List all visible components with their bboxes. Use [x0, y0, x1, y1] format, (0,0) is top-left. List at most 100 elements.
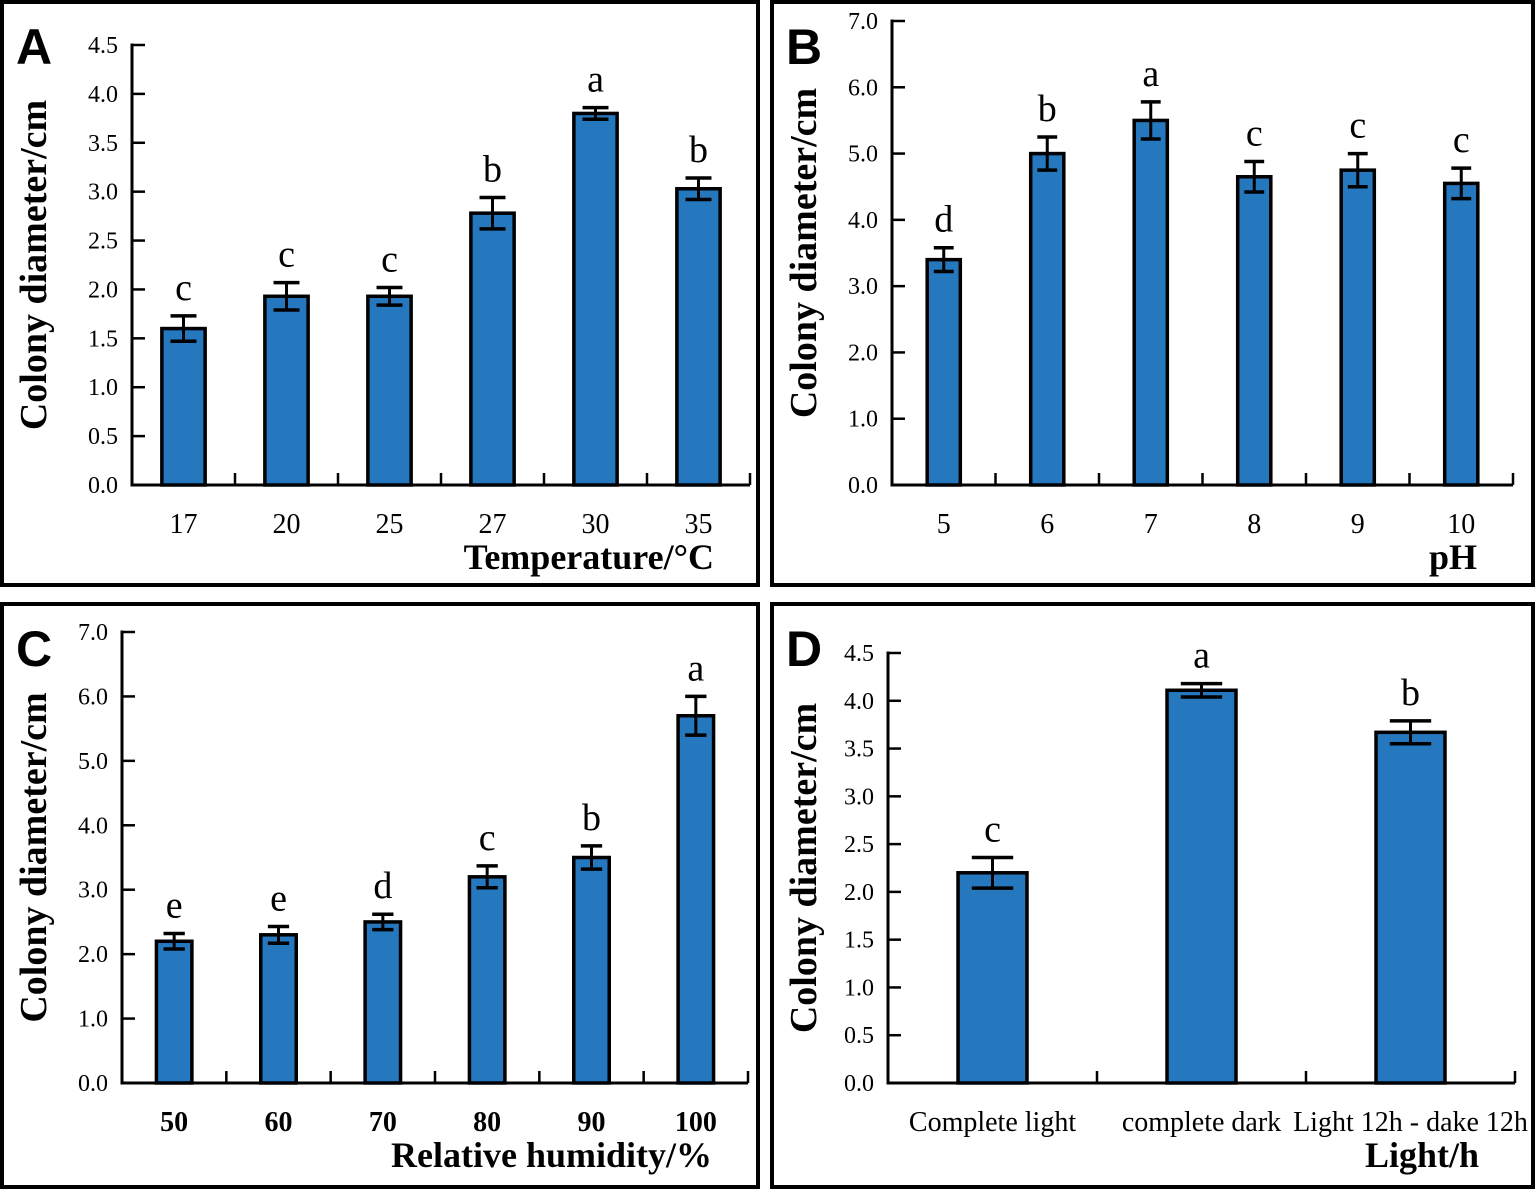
x-axis-title: Relative humidity/% — [391, 1135, 712, 1175]
x-category-label: complete dark — [1122, 1107, 1281, 1138]
bar-D-2 — [1374, 730, 1447, 1085]
y-tick-label: 4.0 — [844, 689, 874, 715]
y-axis-title: Colony diameter/cm — [783, 703, 825, 1033]
bar-B-3 — [1235, 175, 1273, 487]
x-category-label: 60 — [265, 1107, 293, 1138]
x-category-label: 6 — [1040, 509, 1054, 540]
sig-letter: c — [1349, 105, 1366, 147]
x-category-label: 5 — [937, 509, 951, 540]
y-tick-label: 1.0 — [848, 407, 878, 433]
sig-letter: b — [689, 129, 708, 171]
panel-d-light: c a b 0.0 0.5 1.0 1.5 2.0 2.5 3.0 3.5 4.0 4.5 Complet… — [770, 602, 1535, 1189]
x-category-label: 9 — [1351, 509, 1365, 540]
panel-d-chart: c a b 0.0 0.5 1.0 1.5 2.0 2.5 3.0 3.5 4.0 4.5 Complet… — [783, 621, 1528, 1175]
y-tick-label: 7.0 — [848, 9, 878, 35]
x-category-label: 80 — [473, 1107, 501, 1138]
y-tick-label: 2.5 — [88, 229, 118, 255]
y-tick-label: 2.0 — [844, 880, 874, 906]
x-axis-title: Light/h — [1365, 1135, 1479, 1175]
x-category-label: 30 — [582, 509, 610, 540]
sig-letter: a — [687, 647, 704, 689]
y-tick-label: 4.0 — [78, 813, 108, 839]
y-axis-title: Colony diameter/cm — [13, 692, 55, 1022]
sig-letter: a — [1142, 53, 1159, 95]
sig-letter: b — [582, 797, 601, 839]
y-tick-label: 3.5 — [88, 131, 118, 157]
bar-B-0 — [925, 257, 963, 487]
x-category-label: 100 — [675, 1107, 717, 1138]
y-tick-label: 3.0 — [848, 274, 878, 300]
sig-letter: c — [479, 817, 496, 859]
sig-letter: c — [984, 808, 1001, 850]
panel-c-chart: e e d c b a 0.0 1.0 2.0 3.0 4.0 5.0 6.0 7.0 50 60 70 80 90… — [13, 620, 750, 1175]
x-category-label: 90 — [578, 1107, 606, 1138]
sig-letter: c — [278, 234, 295, 276]
x-category-label: 10 — [1447, 509, 1475, 540]
sig-letter: d — [934, 199, 953, 241]
bar-C-1 — [259, 933, 298, 1085]
sig-letter: c — [1246, 113, 1263, 155]
y-tick-label: 0.0 — [844, 1071, 874, 1097]
panel-letter: C — [16, 621, 52, 677]
y-tick-label: 1.0 — [78, 1007, 108, 1033]
y-tick-label: 4.5 — [88, 33, 118, 59]
y-tick-label: 4.5 — [844, 641, 874, 667]
y-tick-label: 0.0 — [78, 1071, 108, 1097]
bar-D-1 — [1165, 688, 1238, 1085]
sig-letter: e — [166, 885, 183, 927]
y-tick-label: 2.0 — [848, 340, 878, 366]
x-category-label: Complete light — [909, 1107, 1076, 1138]
y-tick-label: 5.0 — [78, 749, 108, 775]
bar-C-5 — [676, 714, 716, 1085]
x-category-label: 70 — [369, 1107, 397, 1138]
bar-A-3 — [469, 211, 516, 487]
bar-B-1 — [1028, 151, 1066, 487]
sig-letter: d — [373, 865, 392, 907]
y-tick-label: 4.0 — [88, 82, 118, 108]
bar-B-2 — [1132, 118, 1170, 487]
sig-letter: b — [1401, 672, 1420, 714]
x-category-label: 27 — [479, 509, 507, 540]
x-category-label: 25 — [376, 509, 404, 540]
y-tick-label: 3.0 — [88, 180, 118, 206]
y-tick-label: 1.5 — [88, 326, 118, 352]
bar-C-3 — [467, 875, 507, 1085]
y-tick-label: 3.0 — [844, 784, 874, 810]
y-axis-title: Colony diameter/cm — [13, 100, 55, 430]
bar-A-1 — [263, 294, 310, 487]
y-tick-label: 4.0 — [848, 208, 878, 234]
panel-b-ph: d b a c c c 0.0 1.0 2.0 3.0 4.0 5.0 6.0 7.0 5 6 7 8 9 10 pH C… — [770, 0, 1535, 587]
y-tick-label: 3.5 — [844, 737, 874, 763]
bar-B-5 — [1442, 181, 1480, 487]
x-category-label: 8 — [1247, 509, 1261, 540]
y-tick-label: 2.5 — [844, 832, 874, 858]
x-category-label: 50 — [160, 1107, 188, 1138]
bar-D-0 — [956, 871, 1029, 1085]
bar-C-0 — [154, 939, 194, 1085]
x-category-label: 20 — [273, 509, 301, 540]
y-axis-title: Colony diameter/cm — [783, 88, 825, 418]
y-tick-label: 6.0 — [848, 75, 878, 101]
x-axis-title: Temperature/°C — [464, 537, 714, 577]
y-tick-label: 1.5 — [844, 928, 874, 954]
y-tick-label: 6.0 — [78, 684, 108, 710]
sig-letter: c — [175, 267, 192, 309]
x-category-label: 17 — [170, 509, 198, 540]
x-category-label: Light 12h - dake 12h — [1293, 1107, 1528, 1138]
panel-letter: D — [786, 621, 822, 677]
y-tick-label: 3.0 — [78, 878, 108, 904]
sig-letter: a — [1193, 635, 1210, 677]
x-axis-title: pH — [1429, 537, 1477, 577]
panel-letter: A — [16, 19, 52, 75]
y-tick-label: 1.0 — [88, 375, 118, 401]
sig-letter: b — [483, 149, 502, 191]
y-tick-label: 0.0 — [88, 473, 118, 499]
y-tick-label: 5.0 — [848, 142, 878, 168]
sig-letter: b — [1038, 88, 1057, 130]
y-tick-label: 0.0 — [848, 473, 878, 499]
x-category-label: 35 — [685, 509, 713, 540]
y-tick-label: 0.5 — [844, 1023, 874, 1049]
panel-c-humidity: e e d c b a 0.0 1.0 2.0 3.0 4.0 5.0 6.0 7.0 50 60 70 80 90… — [0, 602, 760, 1189]
